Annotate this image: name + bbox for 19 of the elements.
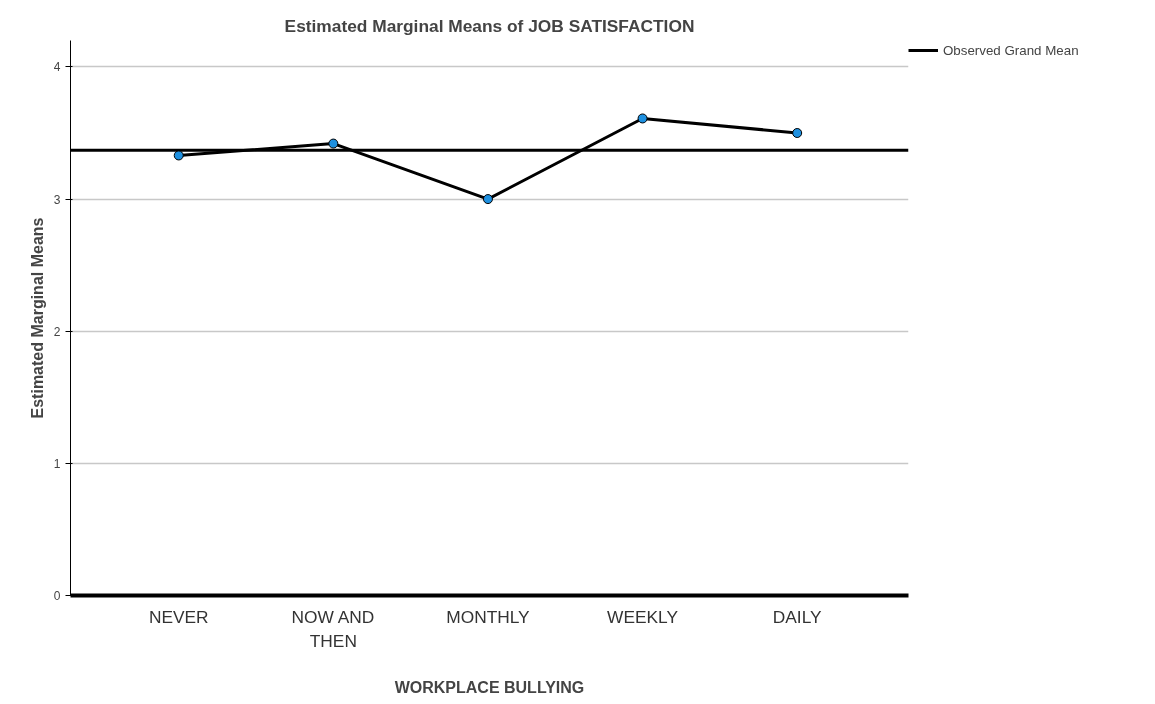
point bbox=[637, 113, 648, 124]
x-tick-label: NEVER bbox=[148, 606, 209, 627]
point bbox=[482, 194, 493, 205]
y-tick-label: 1 bbox=[53, 456, 61, 471]
x-tick-label: MONTHLY bbox=[446, 606, 531, 627]
y-axis-title: Estimated Marginal Means bbox=[28, 217, 46, 419]
chart-title: Estimated Marginal Means of JOB SATISFACTION bbox=[284, 15, 695, 36]
x-axis-title: WORKPLACE BULLYING bbox=[394, 678, 585, 696]
y-tick-label: 4 bbox=[53, 60, 61, 75]
x-tick-label: WEEKLY bbox=[607, 606, 679, 627]
point bbox=[328, 138, 339, 149]
x-tick-label: NOW AND THEN bbox=[291, 606, 375, 651]
point bbox=[173, 150, 184, 161]
point bbox=[792, 128, 803, 138]
y-tick-label: 3 bbox=[53, 192, 61, 207]
legend-label: Observed Grand Mean bbox=[943, 42, 1079, 58]
x-tick-label: DAILY bbox=[772, 606, 823, 627]
y-tick-label: 0 bbox=[53, 589, 61, 603]
y-tick-label: 2 bbox=[53, 324, 61, 339]
